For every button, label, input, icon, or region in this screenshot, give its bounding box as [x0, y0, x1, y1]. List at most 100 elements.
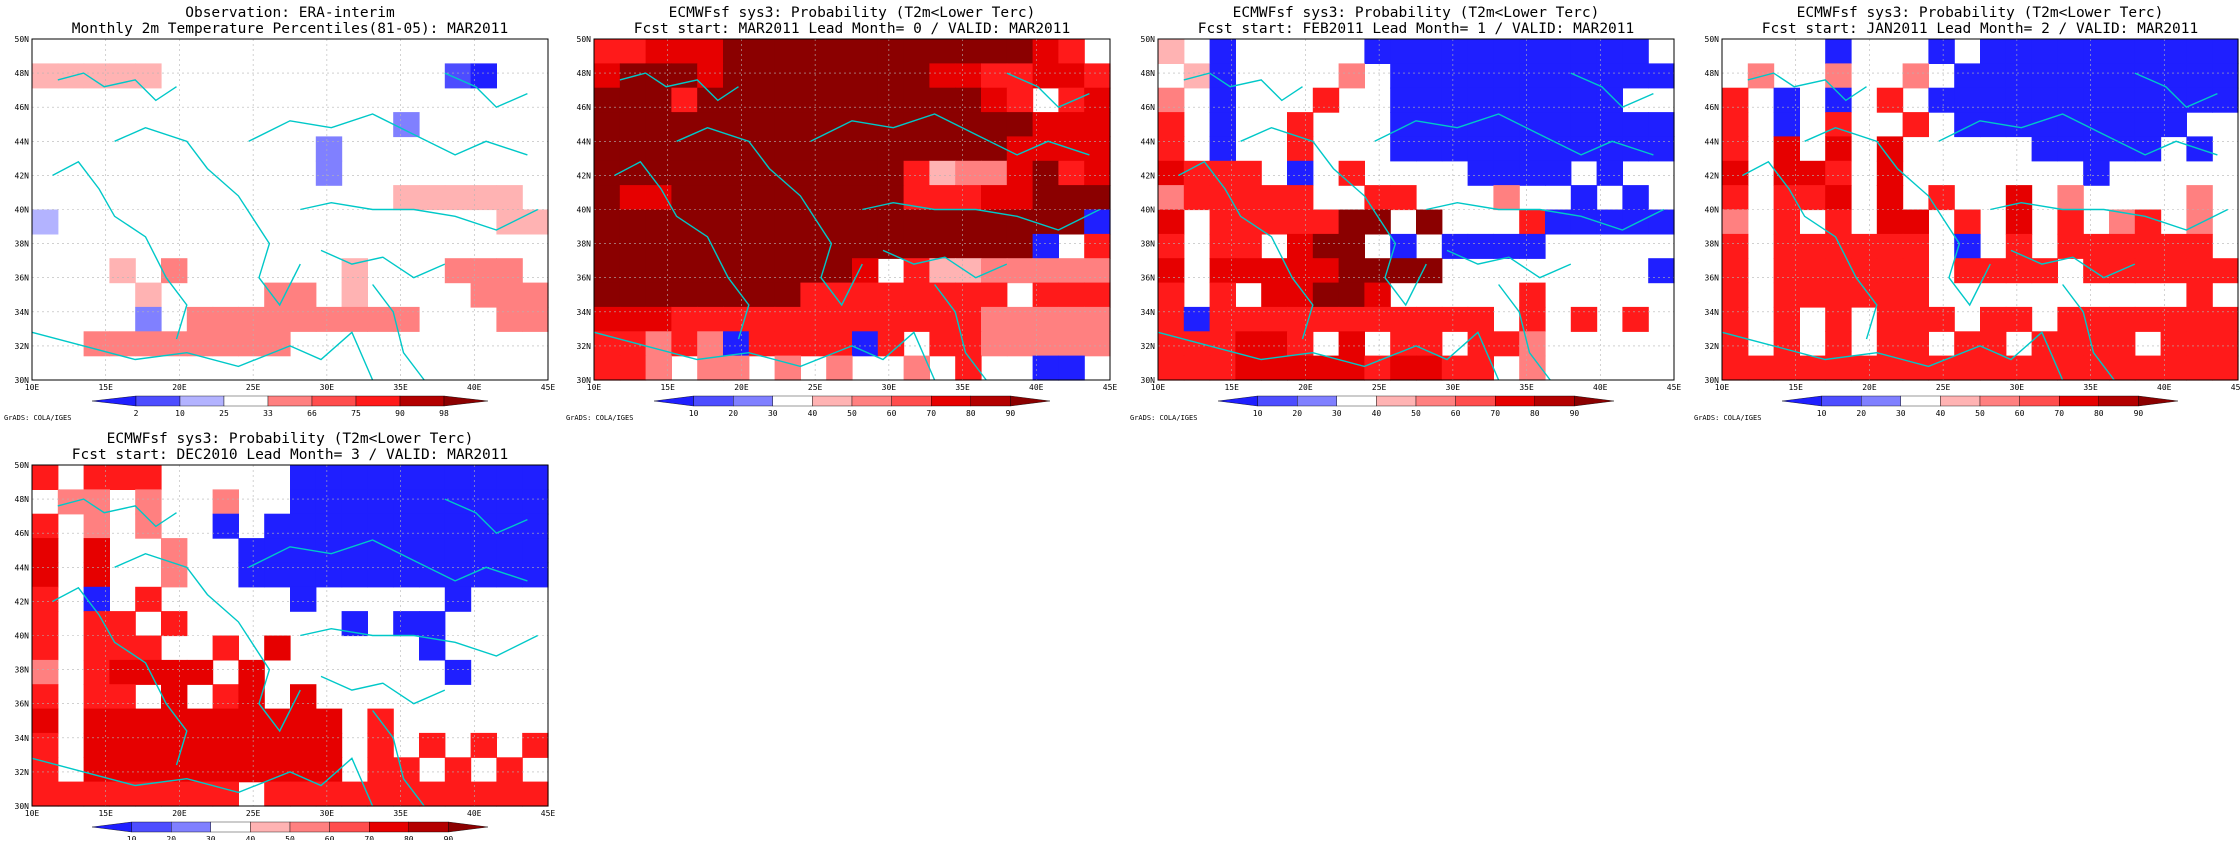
grid-cell — [1519, 112, 1546, 138]
grid-cell — [877, 160, 905, 186]
grid-cell — [83, 611, 110, 637]
map-frame — [31, 38, 549, 381]
lon-tick-label: 20E — [1298, 383, 1313, 392]
colorbar-tick-label: 2 — [134, 409, 139, 418]
grid-cell — [470, 63, 497, 89]
grid-cell — [1441, 233, 1469, 259]
grid-cell — [1980, 306, 2007, 332]
grid-cell — [1467, 39, 1494, 64]
grid-cell — [929, 112, 956, 138]
grid-cell — [2160, 233, 2187, 259]
grid-cell — [1261, 185, 1288, 211]
grid-cell — [1006, 331, 1034, 357]
grid-cell — [2005, 306, 2033, 332]
grid-cell — [2212, 258, 2239, 284]
lat-tick-label: 38N — [15, 240, 30, 249]
lon-tick-label: 25E — [1372, 383, 1387, 392]
coastline-map-icon — [52, 160, 188, 340]
grid-cell — [393, 112, 420, 138]
lat-tick-label: 32N — [577, 342, 592, 351]
grid-cell — [1261, 282, 1288, 308]
grid-cell — [1441, 112, 1469, 138]
coastline-map-icon — [676, 126, 863, 307]
grid-cell — [2160, 39, 2187, 64]
grid-cell — [1032, 258, 1059, 284]
coastline-map-icon — [882, 249, 1008, 279]
grid-cell — [1954, 63, 1981, 89]
grid-cell — [671, 282, 698, 308]
grid-cell — [290, 757, 317, 783]
lat-tick-label: 48N — [577, 69, 592, 78]
grid-cell — [1622, 63, 1649, 89]
grid-cell — [671, 136, 698, 162]
coastline-map-icon — [2010, 249, 2136, 279]
colorbar-segment — [1534, 395, 1575, 407]
colorbar-tick-label: 25 — [219, 409, 229, 418]
grid-cell — [671, 185, 698, 211]
grid-cell — [1902, 282, 1929, 308]
grid-cell — [852, 160, 879, 186]
grid-cell — [135, 635, 162, 661]
grid-cell — [161, 538, 188, 564]
colorbar-segment — [970, 395, 1011, 407]
grid-cell — [212, 635, 239, 661]
colorbar-segment — [1336, 395, 1377, 407]
grid-cell — [522, 538, 549, 564]
grid-cell — [32, 538, 59, 564]
grid-cell — [2160, 87, 2187, 113]
grid-cell — [1390, 258, 1417, 284]
grid-cell — [594, 63, 621, 89]
grid-cell — [981, 63, 1008, 89]
lat-tick-label: 42N — [15, 171, 30, 180]
grid-cell — [697, 112, 724, 138]
grid-cell — [2186, 355, 2213, 381]
coastline-map-icon — [372, 284, 425, 381]
coastline-map-icon — [114, 126, 301, 307]
grid-cell — [264, 282, 291, 308]
grid-cell — [1545, 160, 1572, 186]
grid-cell — [1235, 160, 1262, 186]
grid-cell — [419, 465, 446, 490]
grid-cell — [2057, 112, 2084, 138]
grid-cell — [671, 87, 698, 113]
grid-cell — [929, 136, 956, 162]
grid-cell — [1467, 233, 1494, 259]
grid-cell — [981, 258, 1008, 284]
grid-cell — [419, 611, 446, 637]
grid-cell — [1799, 160, 1826, 186]
grid-cell — [981, 233, 1008, 259]
colorbar-tick-label: 30 — [1896, 409, 1906, 418]
grid-cell — [955, 282, 982, 308]
colorbar-segment — [443, 395, 489, 407]
grid-cell — [697, 331, 724, 357]
grid-cell — [800, 185, 827, 211]
grid-cell — [774, 185, 801, 211]
lat-tick-label: 50N — [1705, 35, 1720, 44]
grid-cell — [1722, 112, 1749, 138]
grid-cell — [1545, 112, 1572, 138]
colorbar-segment — [369, 821, 410, 833]
grid-cell — [981, 112, 1008, 138]
grid-cell — [2109, 136, 2136, 162]
lat-tick-label: 40N — [15, 632, 30, 641]
lat-tick-label: 42N — [15, 597, 30, 606]
grid-cell — [2083, 233, 2110, 259]
grid-cell — [1364, 39, 1391, 64]
lat-tick-label: 36N — [577, 274, 592, 283]
grid-cell — [496, 258, 523, 284]
grid-cell — [1338, 258, 1365, 284]
grid-cell — [2109, 306, 2136, 332]
grid-cell — [1158, 233, 1185, 259]
grid-cell — [929, 160, 956, 186]
grid-cell — [83, 513, 110, 539]
grid-cell — [393, 611, 420, 637]
grid-cell — [723, 306, 750, 332]
grid-cell — [419, 781, 446, 807]
grid-cell — [1648, 63, 1675, 89]
grid-cell — [748, 306, 776, 332]
grid-cell — [1773, 87, 1800, 113]
lon-tick-label: 20E — [172, 809, 187, 818]
grid-cell — [981, 282, 1008, 308]
grid-cell — [1338, 233, 1365, 259]
grid-cell — [1722, 233, 1749, 259]
